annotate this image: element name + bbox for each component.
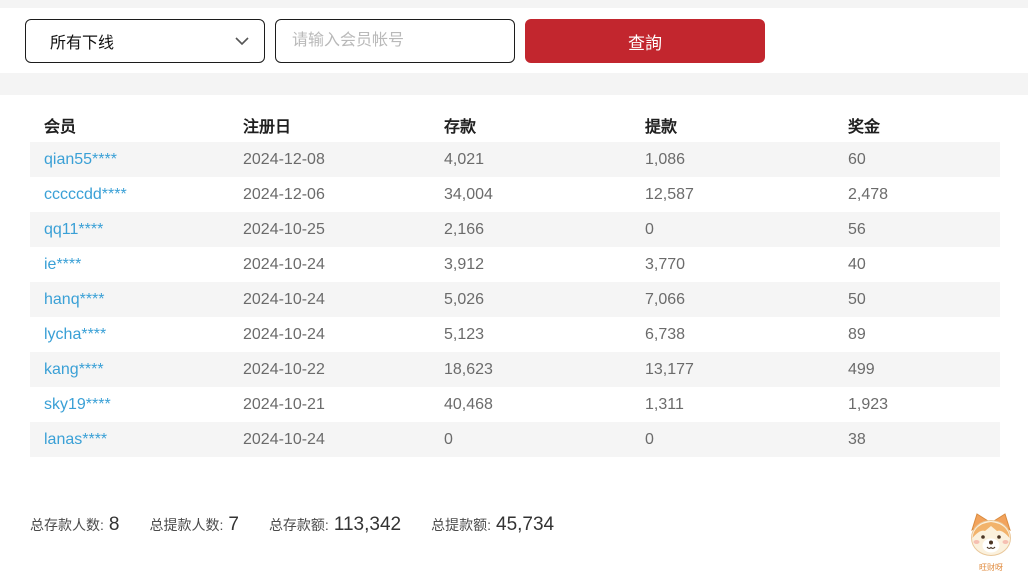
deposit-cell: 0 xyxy=(444,430,453,448)
total-depositors: 总存款人数: 8 xyxy=(30,514,119,536)
table-row: lycha**** 2024-10-24 5,123 6,738 89 xyxy=(30,317,1000,352)
deposit-cell: 40,468 xyxy=(444,395,493,413)
withdrawal-cell: 6,738 xyxy=(645,325,686,343)
table-header-row: 会员 注册日 存款 提款 奖金 xyxy=(30,108,1000,142)
deposit-cell: 34,004 xyxy=(444,185,493,203)
header-member: 会员 xyxy=(44,119,77,136)
member-link[interactable]: lycha**** xyxy=(44,325,107,343)
section-divider-band xyxy=(0,73,1028,95)
bonus-cell: 60 xyxy=(848,150,866,168)
table-row: cccccdd**** 2024-12-06 34,004 12,587 2,4… xyxy=(30,177,1000,212)
reg-date-cell: 2024-12-08 xyxy=(243,150,325,168)
mascot-caption: 旺财呀 xyxy=(979,563,1003,572)
bonus-cell: 40 xyxy=(848,255,866,273)
deposit-cell: 18,623 xyxy=(444,360,493,378)
member-link[interactable]: sky19**** xyxy=(44,395,111,413)
mascot-widget[interactable]: 旺财呀 xyxy=(962,512,1020,573)
withdrawal-cell: 0 xyxy=(645,220,654,238)
header-bonus: 奖金 xyxy=(848,119,881,136)
member-link[interactable]: hanq**** xyxy=(44,290,105,308)
table-row: qq11**** 2024-10-25 2,166 0 56 xyxy=(30,212,1000,247)
bonus-cell: 50 xyxy=(848,290,866,308)
deposit-cell: 3,912 xyxy=(444,255,485,273)
deposit-cell: 5,026 xyxy=(444,290,485,308)
withdrawal-cell: 12,587 xyxy=(645,185,694,203)
reg-date-cell: 2024-10-24 xyxy=(243,430,325,448)
header-withdrawal: 提款 xyxy=(645,119,678,136)
member-link[interactable]: qian55**** xyxy=(44,150,117,168)
reg-date-cell: 2024-10-24 xyxy=(243,255,325,273)
bonus-cell: 89 xyxy=(848,325,866,343)
table-row: ie**** 2024-10-24 3,912 3,770 40 xyxy=(30,247,1000,282)
total-deposit-amount: 总存款额: 113,342 xyxy=(269,514,401,536)
total-withdrawal-amount-value: 45,734 xyxy=(496,514,555,535)
reg-date-cell: 2024-10-24 xyxy=(243,325,325,343)
table-row: kang**** 2024-10-22 18,623 13,177 499 xyxy=(30,352,1000,387)
top-divider xyxy=(0,0,1028,8)
filter-selected-value: 所有下线 xyxy=(50,35,115,52)
table-row: sky19**** 2024-10-21 40,468 1,311 1,923 xyxy=(30,387,1000,422)
deposit-cell: 2,166 xyxy=(444,220,485,238)
query-button[interactable]: 查詢 xyxy=(525,19,765,63)
member-link[interactable]: ie**** xyxy=(44,255,82,273)
reg-date-cell: 2024-12-06 xyxy=(243,185,325,203)
member-link[interactable]: lanas**** xyxy=(44,430,108,448)
table-row: qian55**** 2024-12-08 4,021 1,086 60 xyxy=(30,142,1000,177)
total-withdrawers: 总提款人数: 7 xyxy=(149,514,238,536)
total-withdrawers-label: 总提款人数: xyxy=(149,517,224,533)
downline-members-table: 会员 注册日 存款 提款 奖金 qian55**** 2024-12-08 4,… xyxy=(30,108,1000,457)
member-account-search-input[interactable] xyxy=(275,19,515,63)
shiba-dog-icon xyxy=(964,512,1018,563)
table-row: hanq**** 2024-10-24 5,026 7,066 50 xyxy=(30,282,1000,317)
withdrawal-cell: 0 xyxy=(645,430,654,448)
withdrawal-cell: 7,066 xyxy=(645,290,686,308)
table-row: lanas**** 2024-10-24 0 0 38 xyxy=(30,422,1000,457)
withdrawal-cell: 1,086 xyxy=(645,150,686,168)
reg-date-cell: 2024-10-21 xyxy=(243,395,325,413)
total-deposit-amount-value: 113,342 xyxy=(333,514,402,535)
member-link[interactable]: qq11**** xyxy=(44,220,104,238)
total-depositors-label: 总存款人数: xyxy=(30,517,104,533)
deposit-cell: 4,021 xyxy=(444,150,485,168)
totals-summary: 总存款人数: 8 总提款人数: 7 总存款额: 113,342 总提款额: 45… xyxy=(30,514,554,536)
bonus-cell: 1,923 xyxy=(848,395,889,413)
total-depositors-value: 8 xyxy=(108,514,120,535)
member-link[interactable]: cccccdd**** xyxy=(44,185,127,203)
reg-date-cell: 2024-10-25 xyxy=(243,220,325,238)
withdrawal-cell: 13,177 xyxy=(645,360,694,378)
withdrawal-cell: 1,311 xyxy=(645,395,684,413)
total-deposit-amount-label: 总存款额: xyxy=(268,517,329,533)
chevron-down-icon xyxy=(234,36,250,46)
reg-date-cell: 2024-10-22 xyxy=(243,360,325,378)
member-link[interactable]: kang**** xyxy=(44,360,104,378)
header-deposit: 存款 xyxy=(444,119,477,136)
downline-filter-select[interactable]: 所有下线 xyxy=(25,19,265,63)
bonus-cell: 499 xyxy=(848,360,875,378)
total-withdrawers-value: 7 xyxy=(228,514,239,535)
header-reg-date: 注册日 xyxy=(243,119,292,136)
bonus-cell: 2,478 xyxy=(848,185,889,203)
withdrawal-cell: 3,770 xyxy=(645,255,686,273)
bonus-cell: 56 xyxy=(848,220,866,238)
reg-date-cell: 2024-10-24 xyxy=(243,290,325,308)
total-withdrawal-amount: 总提款额: 45,734 xyxy=(431,514,554,536)
bonus-cell: 38 xyxy=(848,430,866,448)
total-withdrawal-amount-label: 总提款额: xyxy=(431,517,491,533)
deposit-cell: 5,123 xyxy=(444,325,485,343)
